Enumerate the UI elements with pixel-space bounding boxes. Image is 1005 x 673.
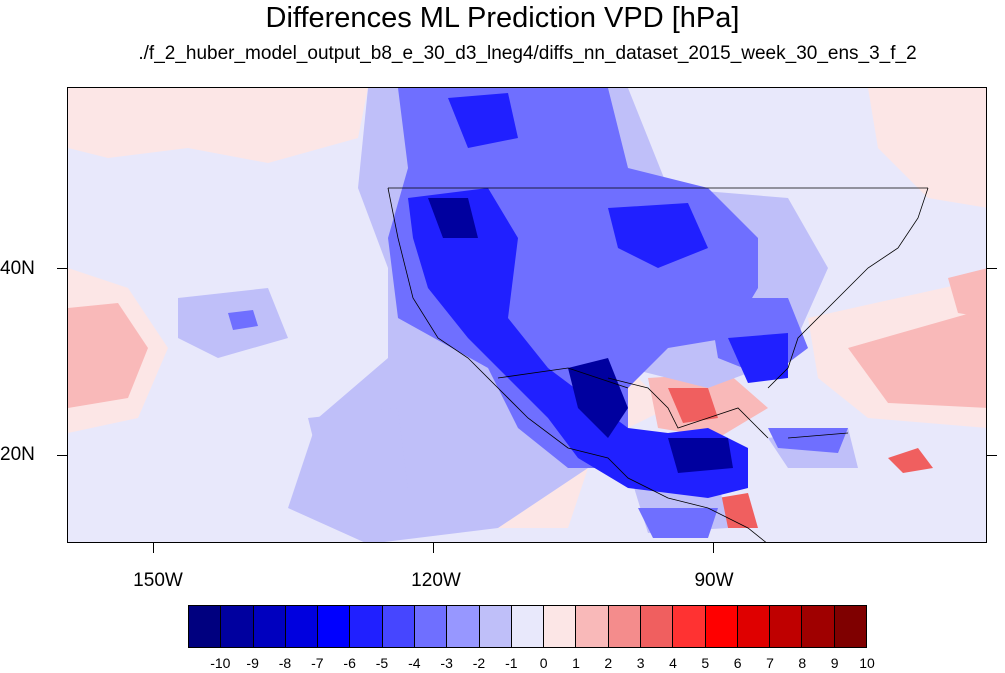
colorbar (188, 605, 867, 648)
colorbar-box-10 (511, 606, 545, 647)
colorbar-label: 10 (859, 655, 875, 671)
us-mexico-border (497, 367, 629, 389)
red-gulf-core (668, 388, 718, 423)
blue-cuba (768, 428, 848, 453)
colorbar-label: -4 (408, 655, 421, 671)
lat-tick-40n-right (987, 268, 997, 269)
colorbar-label: 8 (798, 655, 807, 671)
strong-negative-anomalies (408, 93, 788, 498)
deep-blue-mexico-west-us (408, 188, 748, 498)
atlantic-coastline (767, 187, 929, 389)
darkest-blue-mexico (568, 358, 628, 438)
colorbar-box-3 (285, 606, 319, 647)
blue-western-us (388, 88, 758, 468)
map-field (68, 88, 986, 542)
colorbar-label: -6 (343, 655, 356, 671)
coastlines (387, 187, 929, 542)
colorbar-box-0 (189, 606, 222, 647)
lat-label-40n: 40N (0, 258, 35, 279)
colorbar-label: -3 (440, 655, 453, 671)
colorbar-label: 1 (572, 655, 580, 671)
colorbar-box-1 (221, 606, 254, 647)
colorbar-box-6 (382, 606, 415, 647)
colorbar-label: -10 (210, 655, 231, 671)
colorbar-label: 4 (669, 655, 677, 671)
extreme-negative-anomalies (428, 198, 733, 473)
lon-tick-150w (153, 543, 154, 553)
pink-north-pacific (68, 88, 368, 163)
blue-panama (638, 508, 718, 538)
red-central-america (718, 493, 758, 528)
colorbar-box-11 (544, 606, 577, 647)
colorbar-box-13 (608, 606, 641, 647)
pink-north-atlantic (868, 88, 986, 208)
map-title: Differences ML Prediction VPD [hPa] (265, 2, 740, 34)
colorbar-box-14 (640, 606, 674, 647)
colorbar-box-9 (479, 606, 512, 647)
colorbar-label: 7 (766, 655, 774, 671)
darkest-blue-yucatan (668, 438, 733, 473)
red-central-pacific (68, 303, 148, 408)
map-subtitle: ./f_2_huber_model_output_b8_e_30_d3_lneg… (138, 43, 917, 64)
colorbar-label: -7 (311, 655, 324, 671)
lon-label-150w: 150W (133, 570, 183, 591)
red-atlantic-north (948, 268, 986, 318)
deep-blue-canada (448, 93, 518, 148)
colorbar-box-15 (673, 606, 706, 647)
deep-blue-southeast (728, 333, 788, 383)
colorbar-label: 0 (539, 655, 548, 671)
colorbar-box-7 (414, 606, 448, 647)
deep-blue-northern-plains (608, 203, 708, 268)
blue-pacific-spot (228, 310, 258, 330)
pacific-coastline (387, 187, 767, 542)
gulf-coastline (607, 377, 769, 439)
colorbar-box-5 (350, 606, 383, 647)
lon-tick-90w (713, 543, 714, 553)
colorbar-box-20 (834, 606, 866, 647)
lon-label-120w: 120W (411, 570, 461, 591)
colorbar-label: -8 (278, 655, 292, 671)
lat-label-20n: 20N (0, 444, 35, 465)
colorbar-box-17 (737, 606, 771, 647)
colorbar-label: 9 (830, 655, 839, 671)
colorbar-labels: -10 -9 -8 -7 -6 -5 -4 -3 -2 -1 0 1 2 3 4 5 6 7 8 9 10 (188, 655, 875, 673)
colorbar-box-2 (253, 606, 286, 647)
colorbar-box-16 (705, 606, 738, 647)
colorbar-label: 6 (733, 655, 742, 671)
colorbar-box-8 (447, 606, 480, 647)
colorbar-label: -1 (505, 655, 518, 671)
red-atlantic (848, 308, 986, 408)
lat-tick-40n (57, 268, 67, 269)
cuba-outline (787, 432, 849, 439)
colorbar-box-19 (802, 606, 835, 647)
red-caribbean (888, 448, 933, 473)
colorbar-label: 5 (701, 655, 710, 671)
darkest-blue-northwest (428, 198, 478, 238)
lat-tick-20n (57, 455, 67, 456)
strong-positive-anomalies (668, 388, 933, 528)
colorbar-box-12 (576, 606, 609, 647)
colorbar-label: 3 (636, 655, 645, 671)
lon-label-90w: 90W (694, 570, 734, 591)
light-blue-east-pacific (308, 408, 408, 498)
lat-tick-20n-right (987, 455, 997, 456)
colorbar-label: -2 (472, 655, 486, 671)
colorbar-label: -9 (246, 655, 259, 671)
map-panel (67, 87, 987, 543)
lon-tick-120w (433, 543, 434, 553)
colorbar-label: -5 (375, 655, 389, 671)
colorbar-box-18 (770, 606, 803, 647)
colorbar-label: 2 (604, 655, 613, 671)
colorbar-box-4 (318, 606, 351, 647)
